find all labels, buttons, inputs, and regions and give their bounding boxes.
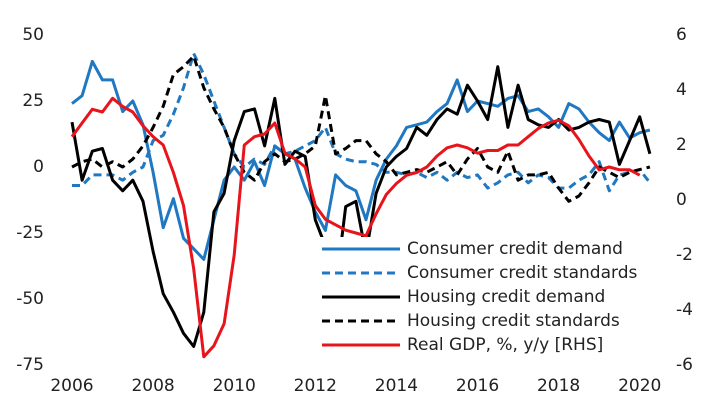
- legend-label: Consumer credit standards: [407, 263, 637, 283]
- x-tick-label: 2016: [456, 376, 499, 396]
- y2-tick-label: 2: [676, 135, 687, 155]
- x-tick-label: 2010: [213, 376, 256, 396]
- y2-tick-label: -6: [676, 355, 693, 375]
- y2-tick-label: 6: [676, 25, 687, 45]
- y-tick-label: 50: [22, 25, 44, 45]
- x-tick-label: 2006: [50, 376, 93, 396]
- legend-label: Consumer credit demand: [407, 239, 623, 259]
- y2-tick-label: 4: [676, 80, 687, 100]
- y-tick-label: 25: [22, 91, 44, 111]
- y2-tick-label: -2: [676, 245, 693, 265]
- x-tick-label: 2020: [618, 376, 661, 396]
- y-tick-label: -25: [16, 223, 44, 243]
- x-tick-label: 2018: [537, 376, 580, 396]
- legend-label: Housing credit standards: [407, 311, 620, 331]
- series-line: [71, 54, 651, 203]
- x-tick-label: 2012: [294, 376, 337, 396]
- x-tick-label: 2014: [375, 376, 418, 396]
- y-tick-label: 0: [33, 157, 44, 177]
- series-line: [70, 96, 641, 359]
- y-tick-label: -75: [16, 355, 44, 375]
- legend-label: Housing credit demand: [407, 287, 605, 307]
- y2-tick-label: 0: [676, 190, 687, 210]
- legend-label: Real GDP, %, y/y [RHS]: [407, 335, 603, 355]
- y2-tick-label: -4: [676, 300, 693, 320]
- x-tick-label: 2008: [131, 376, 174, 396]
- y-tick-label: -50: [16, 289, 44, 309]
- series-line: [70, 65, 652, 348]
